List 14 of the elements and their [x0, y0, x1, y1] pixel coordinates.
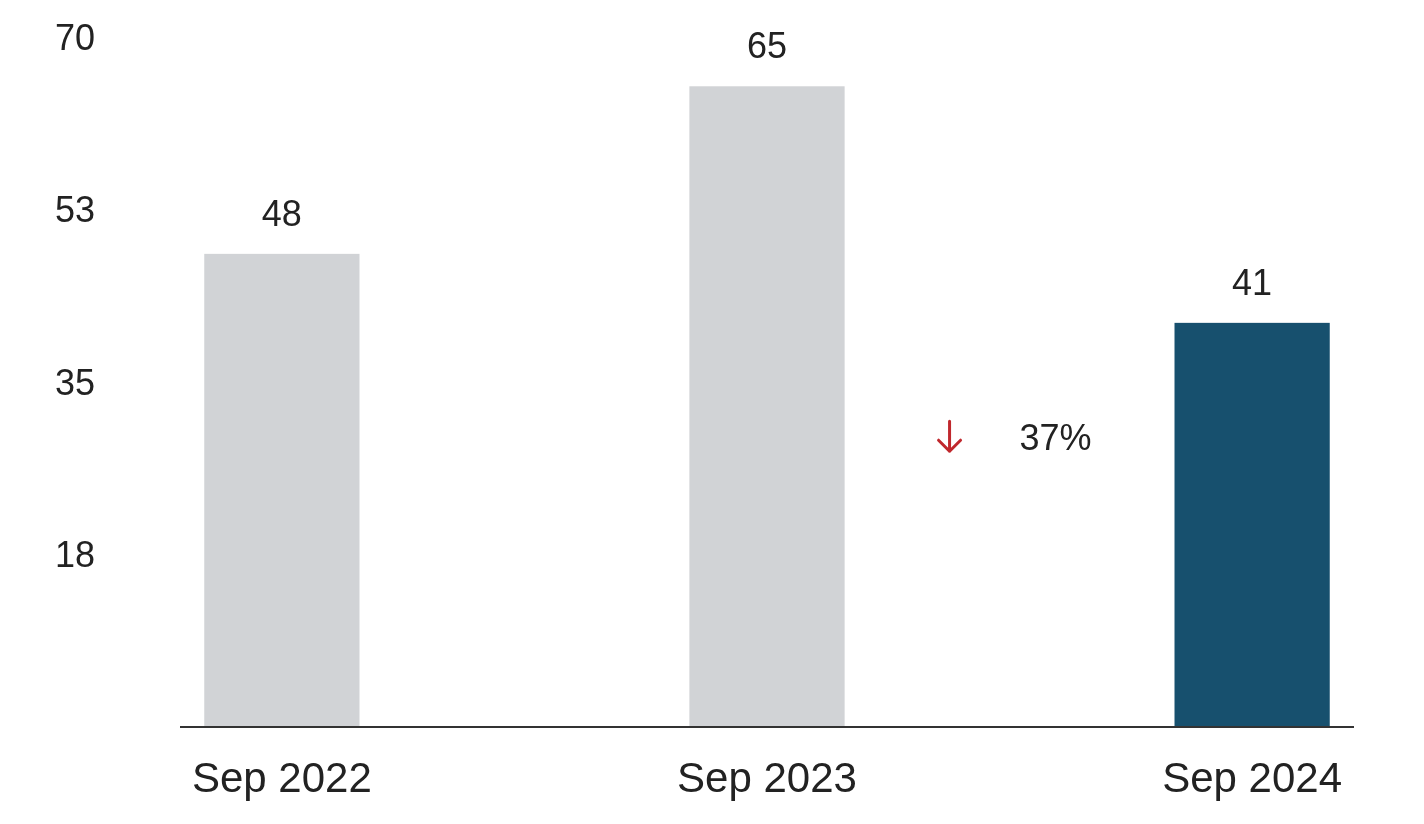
y-tick-label: 18: [55, 534, 96, 576]
bar: [689, 86, 845, 727]
data-label: 65: [746, 25, 788, 67]
data-label: 41: [1232, 261, 1273, 303]
x-tick-label: Sep 2022: [191, 754, 372, 801]
bar: [1174, 322, 1330, 727]
x-tick-label: Sep 2023: [677, 754, 857, 801]
y-tick-label: 53: [55, 189, 96, 231]
bar: [204, 253, 360, 727]
annotation: 37%: [1019, 416, 1092, 458]
x-tick-label: Sep 2024: [1162, 754, 1343, 801]
y-tick-label: 35: [55, 361, 96, 403]
data-label: 48: [261, 192, 302, 234]
y-tick-label: 70: [55, 16, 96, 58]
